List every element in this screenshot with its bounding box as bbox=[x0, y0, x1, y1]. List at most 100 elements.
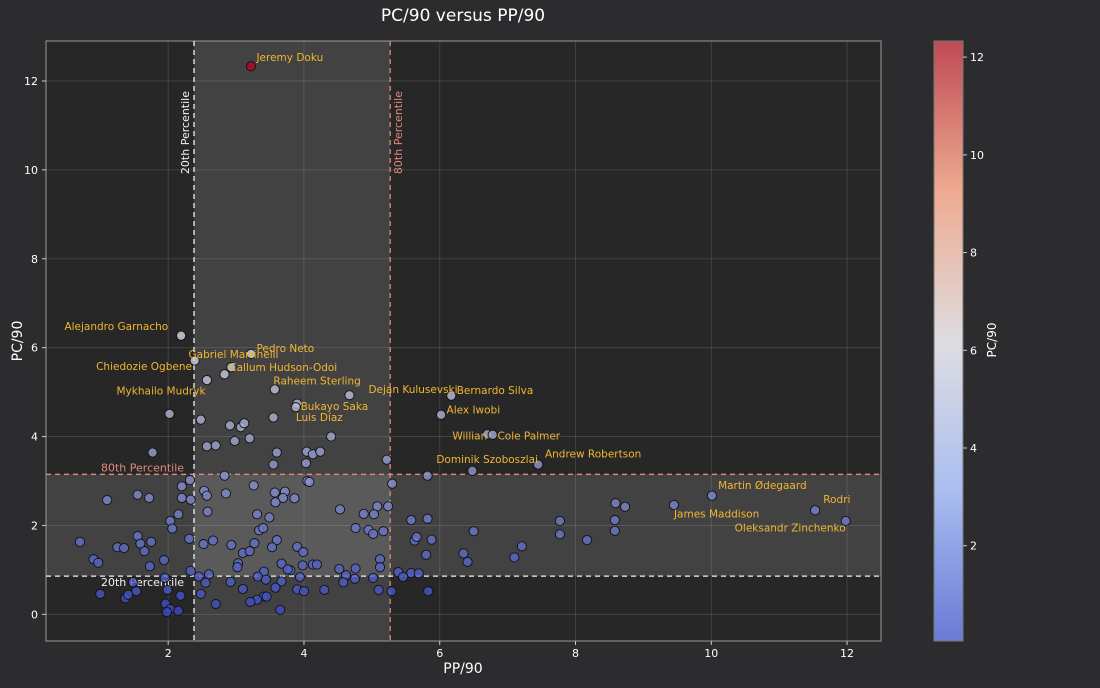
scatter-point bbox=[144, 492, 155, 503]
scatter-point bbox=[245, 61, 257, 72]
player-label: Chiedozie Ogbene bbox=[96, 361, 192, 373]
scatter-point bbox=[268, 459, 279, 470]
y-20th-percentile-label: 20th Percentile bbox=[101, 576, 184, 589]
scatter-point bbox=[244, 433, 255, 444]
player-label: Raheem Sterling bbox=[273, 376, 360, 388]
scatter-point bbox=[383, 501, 394, 512]
player-label: Mykhailo Mudryk bbox=[117, 385, 207, 397]
player-label: Bukayo Saka bbox=[301, 401, 369, 413]
scatter-point bbox=[349, 573, 360, 584]
scatter-point bbox=[119, 543, 130, 554]
scatter-point bbox=[167, 523, 178, 534]
scatter-point bbox=[226, 539, 237, 551]
scatter-point bbox=[381, 454, 392, 465]
scatter-point bbox=[219, 369, 230, 380]
player-label: James Maddison bbox=[673, 508, 759, 520]
scatter-point bbox=[378, 526, 389, 537]
scatter-point bbox=[161, 607, 172, 618]
scatter-point bbox=[668, 499, 679, 511]
scatter-point bbox=[368, 572, 379, 583]
y-tick-label: 12 bbox=[24, 75, 38, 88]
scatter-point bbox=[411, 531, 422, 543]
scatter-point bbox=[326, 431, 337, 442]
x-80th-percentile-label: 80th Percentile bbox=[392, 91, 405, 174]
scatter-point bbox=[159, 555, 170, 566]
colorbar: PC/90 2 4 6 8 10 12 bbox=[933, 40, 999, 642]
player-label: Luis Díaz bbox=[296, 412, 343, 424]
x-tick-label: 8 bbox=[572, 647, 579, 660]
scatter-point bbox=[840, 515, 851, 527]
scatter-point bbox=[268, 412, 279, 423]
scatter-point bbox=[207, 535, 219, 546]
scatter-point bbox=[338, 577, 349, 588]
scatter-point bbox=[290, 402, 301, 413]
scatter-point bbox=[298, 586, 310, 597]
x-tick-label: 12 bbox=[840, 647, 854, 660]
scatter-point bbox=[74, 536, 85, 547]
scatter-point bbox=[176, 330, 187, 341]
scatter-point bbox=[229, 435, 240, 447]
y-tick-label: 8 bbox=[31, 253, 38, 266]
scatter-point bbox=[245, 596, 256, 607]
scatter-point bbox=[260, 574, 272, 585]
scatter-point bbox=[203, 569, 214, 580]
scatter-point bbox=[423, 586, 434, 597]
scatter-point bbox=[609, 525, 620, 536]
chart-title: PC/90 versus PP/90 bbox=[381, 6, 545, 26]
scatter-point bbox=[421, 549, 432, 560]
scatter-point bbox=[467, 465, 478, 476]
scatter-point bbox=[176, 492, 187, 503]
scatter-point bbox=[210, 440, 221, 451]
scatter-point bbox=[127, 577, 138, 588]
scatter-point bbox=[374, 562, 386, 573]
scatter-point bbox=[311, 559, 322, 570]
player-label: Martin Ødegaard bbox=[718, 480, 807, 492]
scatter-point bbox=[146, 536, 157, 547]
scatter-point bbox=[162, 584, 173, 595]
scatter-point bbox=[244, 546, 255, 557]
scatter-point bbox=[620, 501, 631, 512]
colorbar-tick-label: 10 bbox=[970, 149, 984, 162]
scatter-point bbox=[269, 487, 280, 498]
x-tick-label: 2 bbox=[165, 647, 172, 660]
y-tick-label: 6 bbox=[31, 342, 38, 355]
scatter-point bbox=[202, 506, 213, 517]
x-axis-label: PP/90 bbox=[443, 661, 482, 677]
scatter-point bbox=[334, 563, 345, 575]
scatter-point bbox=[319, 584, 330, 595]
player-label: Callum Hudson-Odoi bbox=[229, 362, 337, 374]
colorbar-tick-label: 8 bbox=[970, 247, 977, 260]
x-tick-label: 6 bbox=[436, 647, 443, 660]
scatter-point bbox=[276, 558, 287, 569]
x-percentile-band bbox=[193, 41, 391, 641]
scatter-point bbox=[267, 542, 278, 553]
y-tick-label: 4 bbox=[31, 431, 38, 444]
x-tick-label: 10 bbox=[704, 647, 718, 660]
player-label: Gabriel Martinelli bbox=[189, 349, 279, 361]
scatter-point bbox=[422, 470, 433, 481]
colorbar-label: PC/90 bbox=[985, 323, 999, 358]
scatter-point bbox=[245, 348, 257, 359]
scatter-point bbox=[261, 591, 272, 602]
scatter-point bbox=[350, 523, 361, 534]
scatter-point bbox=[610, 498, 621, 509]
scatter-point bbox=[582, 535, 593, 546]
scatter-point bbox=[810, 505, 821, 516]
scatter-point bbox=[139, 546, 150, 557]
scatter-point bbox=[198, 539, 209, 550]
scatter-point bbox=[350, 563, 361, 574]
player-label: Willian bbox=[452, 431, 487, 443]
scatter-point bbox=[226, 362, 237, 373]
scatter-point bbox=[297, 560, 308, 571]
y-tick-label: 0 bbox=[31, 608, 38, 621]
scatter-point bbox=[315, 446, 326, 457]
scatter-point bbox=[185, 494, 196, 505]
scatter-point bbox=[184, 533, 195, 544]
scatter-point bbox=[93, 557, 104, 568]
player-label: Pedro Neto bbox=[256, 343, 314, 355]
scatter-point bbox=[193, 571, 204, 582]
player-label: Cole Palmer bbox=[497, 431, 560, 443]
scatter-point bbox=[147, 447, 158, 458]
scatter-point bbox=[300, 458, 312, 469]
